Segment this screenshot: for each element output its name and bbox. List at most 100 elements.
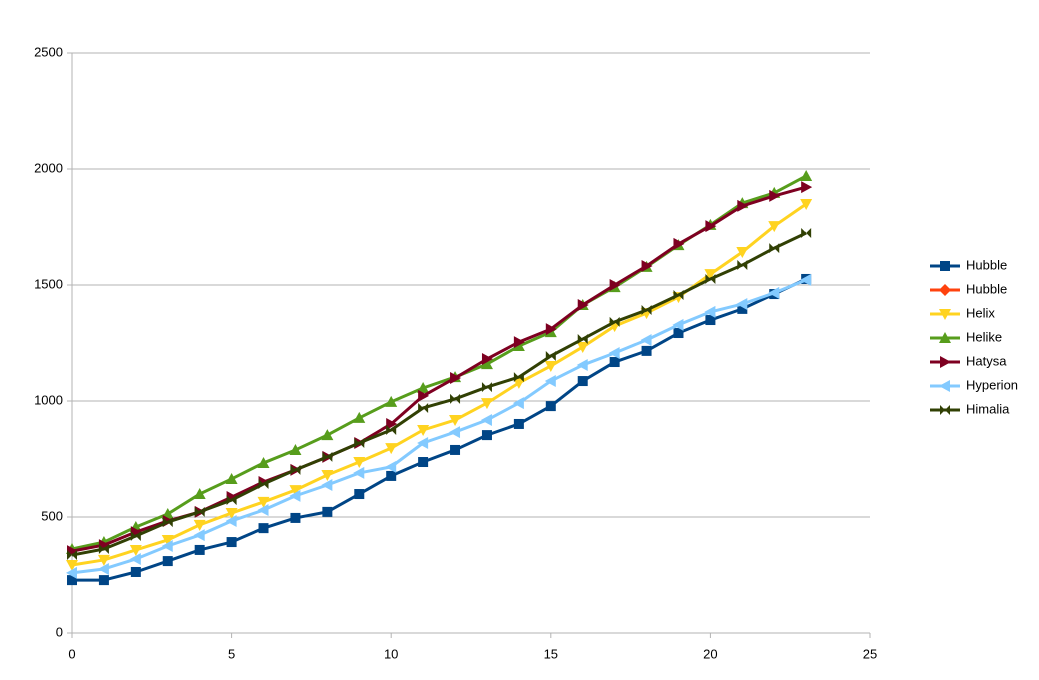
x-tick-label: 25 <box>863 646 877 661</box>
point <box>385 460 397 473</box>
point <box>386 470 397 481</box>
point <box>576 359 588 372</box>
point <box>705 315 716 326</box>
series-line <box>71 185 807 553</box>
legend-label: Hatysa <box>966 353 1007 368</box>
point <box>66 566 77 579</box>
point <box>577 376 588 387</box>
legend-label: Hyperion <box>966 377 1018 392</box>
point <box>737 199 749 212</box>
point <box>257 504 269 517</box>
point <box>289 485 302 497</box>
point <box>257 456 270 468</box>
point <box>769 243 780 254</box>
point <box>98 544 109 555</box>
point <box>577 298 589 311</box>
point <box>545 350 556 361</box>
point <box>768 221 781 233</box>
point <box>673 237 685 250</box>
point <box>322 451 333 462</box>
point <box>225 514 237 527</box>
legend-label: Hubble <box>966 257 1007 272</box>
point <box>641 259 653 272</box>
point <box>258 479 269 490</box>
point <box>162 517 173 528</box>
point <box>609 279 621 291</box>
legend-marker <box>939 380 950 392</box>
point <box>385 443 398 455</box>
y-tick-label: 500 <box>41 508 63 523</box>
point <box>289 443 302 455</box>
point <box>481 382 492 393</box>
point <box>290 512 301 523</box>
point <box>449 426 461 439</box>
y-tick-label: 1000 <box>34 392 63 407</box>
point <box>257 496 270 508</box>
point <box>321 478 333 491</box>
point <box>450 444 461 455</box>
point <box>673 289 684 300</box>
point <box>321 429 334 441</box>
point <box>225 508 238 520</box>
point <box>481 353 493 366</box>
point <box>322 506 333 517</box>
point <box>417 436 429 449</box>
series-line <box>71 174 807 551</box>
point <box>705 220 717 233</box>
point <box>769 189 781 202</box>
point <box>386 417 398 430</box>
point <box>801 228 812 239</box>
point <box>386 425 397 435</box>
legend-marker <box>940 261 950 271</box>
legend-marker <box>940 356 951 368</box>
point <box>800 199 813 211</box>
point <box>258 523 269 534</box>
point <box>705 273 716 284</box>
point <box>193 488 206 500</box>
point <box>801 181 813 194</box>
point <box>354 437 365 448</box>
point <box>161 534 174 546</box>
point <box>67 575 77 586</box>
series-line <box>71 278 807 575</box>
point <box>513 418 524 429</box>
legend-label: Helike <box>966 329 1002 344</box>
point <box>130 531 141 542</box>
point <box>800 169 813 181</box>
point <box>512 377 525 389</box>
point <box>417 382 430 394</box>
point <box>513 336 525 349</box>
legend-label: Himalia <box>966 401 1010 416</box>
x-tick-label: 5 <box>228 646 235 661</box>
point <box>450 372 462 385</box>
point <box>130 566 141 577</box>
point <box>97 554 110 566</box>
point <box>609 316 620 327</box>
legend-marker <box>939 309 951 320</box>
point <box>353 466 365 479</box>
point <box>481 430 492 441</box>
series-line <box>72 277 807 582</box>
point <box>353 457 366 469</box>
point <box>736 298 748 311</box>
point <box>672 318 684 331</box>
point <box>449 415 462 427</box>
point <box>736 247 749 259</box>
series-line <box>71 202 808 567</box>
point <box>385 395 398 407</box>
y-tick-label: 0 <box>56 624 63 639</box>
point <box>225 472 238 484</box>
point <box>544 360 557 372</box>
point <box>577 334 588 345</box>
y-tick-label: 1500 <box>34 276 63 291</box>
point <box>641 345 652 356</box>
point <box>704 305 716 318</box>
legend-marker <box>939 332 951 343</box>
legend-label: Helix <box>966 305 995 320</box>
point <box>512 340 525 352</box>
point <box>480 414 492 427</box>
point <box>353 411 366 423</box>
point <box>576 341 589 353</box>
point <box>98 575 109 586</box>
